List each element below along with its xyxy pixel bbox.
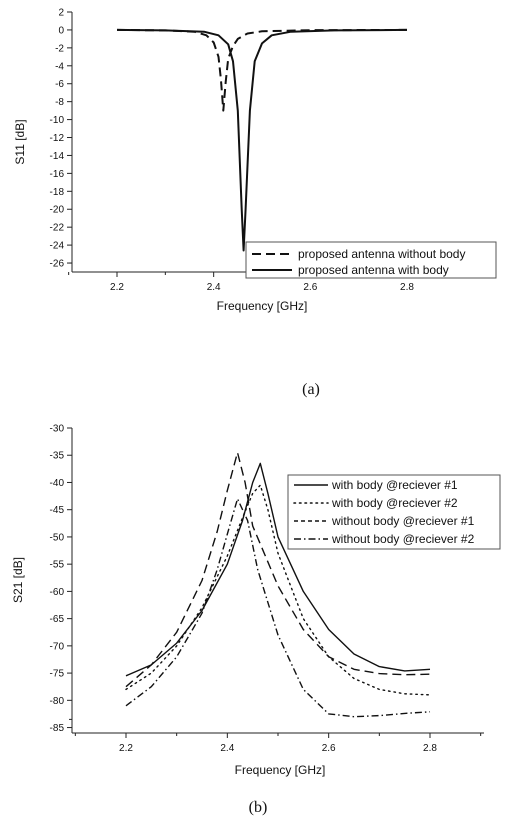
y-tick-label: -20	[50, 205, 65, 216]
y-tick-label: -12	[50, 133, 65, 144]
series-line	[125, 462, 431, 677]
y-tick-label: -22	[50, 223, 65, 234]
y-tick-label: -18	[50, 187, 65, 198]
legend-label-without-body: proposed antenna without body	[298, 247, 465, 261]
legend-label-without-body-1: without body @reciever #1	[331, 514, 475, 528]
series-line	[125, 451, 431, 688]
y-tick-label: -65	[50, 614, 65, 625]
y-tick-label: -26	[50, 259, 65, 270]
y-tick-label: -16	[50, 169, 65, 180]
y-axis-label: S21 [dB]	[11, 557, 25, 603]
x-axis-label: Frequency [GHz]	[235, 763, 326, 777]
y-tick-label: -55	[50, 560, 65, 571]
x-tick-label: 2.4	[207, 282, 221, 293]
x-tick-label: 2.6	[303, 282, 317, 293]
series-group	[125, 451, 431, 718]
y-tick-label: -50	[50, 532, 65, 543]
x-tick-label: 2.2	[110, 282, 124, 293]
y-tick-label: -24	[50, 241, 65, 252]
legend: with body @reciever #1 with body @reciev…	[287, 474, 501, 550]
caption-b: (b)	[249, 799, 268, 816]
y-tick-label: 2	[58, 8, 64, 19]
legend-box	[287, 474, 501, 550]
y-tick-label: -8	[55, 97, 64, 108]
y-tick-label: -6	[55, 79, 64, 90]
series-line	[125, 498, 431, 718]
series-line	[116, 28, 408, 112]
x-axis-label: Frequency [GHz]	[217, 299, 308, 313]
legend-label-with-body: proposed antenna with body	[298, 263, 449, 277]
x-ticks: 2.2 2.4 2.6 2.8	[74, 733, 482, 754]
legend-label-with-body-1: with body @reciever #1	[331, 478, 458, 492]
x-tick-label: 2.8	[423, 743, 437, 754]
y-tick-label: -45	[50, 505, 65, 516]
y-tick-label: -40	[50, 478, 65, 489]
s21-chart: -30 -35 -40 -45 -50 -55 -60 -65 -70 -75 -80 -85 2.2…	[11, 424, 501, 816]
legend: proposed antenna without body proposed a…	[245, 241, 497, 279]
y-tick-label: -10	[50, 115, 65, 126]
x-tick-label: 2.6	[322, 743, 336, 754]
y-tick-label: 0	[58, 25, 64, 36]
y-tick-label: -30	[50, 424, 65, 435]
caption-a: (a)	[302, 381, 320, 398]
y-tick-label: -2	[55, 43, 64, 54]
x-tick-label: 2.2	[119, 743, 133, 754]
y-ticks: 2 0 -2 -4 -6 -8 -10 -12 -14 -16 -18 -20 -22 -24 -26	[50, 8, 72, 270]
y-tick-label: -4	[55, 61, 64, 72]
y-axis-label: S11 [dB]	[13, 119, 27, 164]
legend-label-with-body-2: with body @reciever #2	[331, 496, 458, 510]
legend-label-without-body-2: without body @reciever #2	[331, 532, 475, 546]
x-tick-label: 2.8	[400, 282, 414, 293]
legend-box	[245, 241, 497, 279]
y-tick-label: -60	[50, 587, 65, 598]
s11-chart: 2 0 -2 -4 -6 -8 -10 -12 -14 -16 -18 -20 -22 -24 -26 2.…	[13, 8, 497, 398]
y-tick-label: -75	[50, 669, 65, 680]
x-tick-label: 2.4	[220, 743, 234, 754]
y-tick-label: -35	[50, 451, 65, 462]
y-tick-label: -14	[50, 151, 65, 162]
y-tick-label: -85	[50, 723, 65, 734]
series-group	[116, 28, 408, 252]
series-line	[116, 28, 408, 252]
y-tick-label: -70	[50, 641, 65, 652]
y-tick-label: -80	[50, 696, 65, 707]
y-ticks: -30 -35 -40 -45 -50 -55 -60 -65 -70 -75 -80 -85	[50, 424, 72, 734]
